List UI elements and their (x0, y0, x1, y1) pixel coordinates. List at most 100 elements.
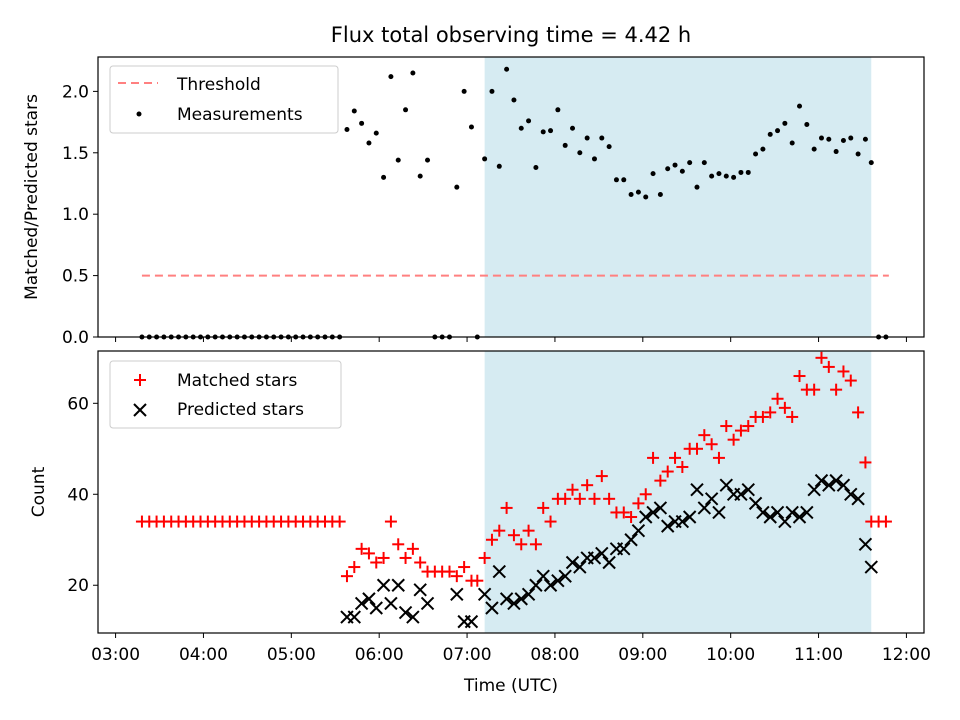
predicted-star-point (682, 510, 697, 524)
predicted-star-point (347, 610, 362, 624)
matched-star-point (377, 551, 390, 564)
matched-star-point (406, 542, 419, 555)
measurement-point (709, 173, 715, 179)
matched-star-point (632, 497, 645, 510)
predicted-star-point (376, 578, 391, 592)
measurement-point (555, 107, 561, 113)
measurement-point (862, 136, 868, 142)
matched-star-point (859, 456, 872, 469)
predicted-star-point (384, 596, 398, 611)
measurement-point (461, 88, 467, 94)
matched-star-point (450, 570, 463, 583)
predicted-star-point (660, 519, 675, 533)
count-y-tick-label: 60 (67, 394, 89, 414)
matched-star-point (384, 515, 397, 528)
count-panel: 20 40 60 03:00 04:00 05:00 06:00 07:00 08:00 09:… (29, 350, 931, 696)
matched-star-point (544, 515, 557, 528)
predicted-star-point (514, 592, 528, 606)
x-tick-label: 07:00 (443, 645, 492, 665)
matched-star-point (595, 470, 608, 483)
matched-star-point (340, 570, 353, 583)
matched-star-point (852, 406, 865, 419)
predicted-star-point (595, 546, 609, 561)
predicted-star-point (829, 473, 843, 488)
matched-star-point (348, 561, 361, 574)
predicted-star-point (704, 492, 719, 506)
matched-star-point (647, 451, 660, 464)
measurement-point (366, 140, 372, 146)
measurement-point (694, 184, 700, 190)
predicted-star-point (748, 496, 763, 511)
measurement-point (826, 136, 832, 142)
measurement-point (811, 146, 817, 152)
predicted-star-point (631, 523, 646, 538)
predicted-star-point (756, 505, 770, 520)
matched-star-point (661, 465, 674, 478)
measurement-point (613, 177, 619, 183)
matched-star-point (793, 370, 806, 383)
measurement-point (635, 189, 641, 195)
predicted-star-point (800, 505, 814, 520)
predicted-star-point (836, 478, 851, 492)
legend-matched-label: Matched stars (177, 371, 297, 391)
predicted-star-point (602, 555, 616, 570)
matched-star-point (362, 547, 375, 560)
matched-star-point (764, 406, 777, 419)
matched-star-point (443, 565, 456, 578)
matched-star-point (778, 401, 791, 414)
matched-star-point (815, 351, 828, 364)
matched-star-point (458, 561, 471, 574)
matched-star-point (727, 433, 740, 446)
predicted-star-point (406, 610, 420, 624)
predicted-star-point (697, 501, 712, 515)
count-panel-x-ticks: 03:00 04:00 05:00 06:00 07:00 08:00 09:00 10:00… (91, 633, 931, 665)
measurement-point (745, 169, 751, 175)
measurement-point (738, 169, 744, 175)
measurement-point (403, 107, 409, 113)
predicted-star-point (741, 483, 755, 497)
ratio-y-tick-label: 0.5 (62, 267, 89, 287)
measurement-point (417, 173, 423, 179)
matched-star-point (625, 511, 638, 524)
predicted-star-point (507, 596, 521, 611)
ratio-panel-frame (97, 56, 925, 338)
predicted-star-point (391, 578, 405, 592)
matched-star-point (808, 383, 821, 396)
x-tick-label: 04:00 (179, 645, 228, 665)
matched-star-point (669, 451, 682, 464)
measurement-point (570, 125, 576, 131)
matched-star-point (507, 529, 520, 542)
predicted-star-point (646, 505, 660, 520)
ratio-legend-box (109, 65, 339, 134)
ratio-y-tick-label: 1.0 (62, 205, 89, 225)
predicted-star-point (529, 578, 543, 592)
x-tick-label: 05:00 (267, 645, 316, 665)
matched-star-point (676, 460, 689, 473)
predicted-star-point (464, 614, 479, 629)
predicted-star-point (362, 592, 376, 606)
predicted-star-point (734, 487, 748, 501)
predicted-star-point (413, 583, 427, 597)
matched-star-point (830, 383, 843, 396)
ratio-panel-y-ticks: 0.0 0.5 1.0 1.5 2.0 (62, 82, 98, 348)
measurement-point (526, 118, 532, 124)
count-panel-y-ticks: 20 40 60 (67, 394, 98, 596)
predicted-star-point (844, 487, 858, 501)
matched-star-point (879, 515, 892, 528)
predicted-star-point (712, 505, 726, 520)
ratio-panel-y-axis-label: Matched/Predicted stars (22, 94, 42, 300)
predicted-star-point (369, 601, 383, 615)
predicted-star-point (521, 587, 536, 602)
measurement-point (731, 174, 737, 180)
predicted-star-point (485, 601, 499, 615)
predicted-star-point (814, 473, 829, 488)
measurement-point (775, 128, 781, 134)
predicted-star-point (354, 596, 369, 611)
predicted-star-point (653, 501, 668, 515)
predicted-star-point (792, 510, 807, 524)
predicted-star-point (624, 533, 638, 547)
measurement-point (410, 70, 416, 76)
matched-star-point (414, 556, 427, 569)
measurement-point (606, 144, 612, 150)
matched-star-point (698, 429, 711, 442)
